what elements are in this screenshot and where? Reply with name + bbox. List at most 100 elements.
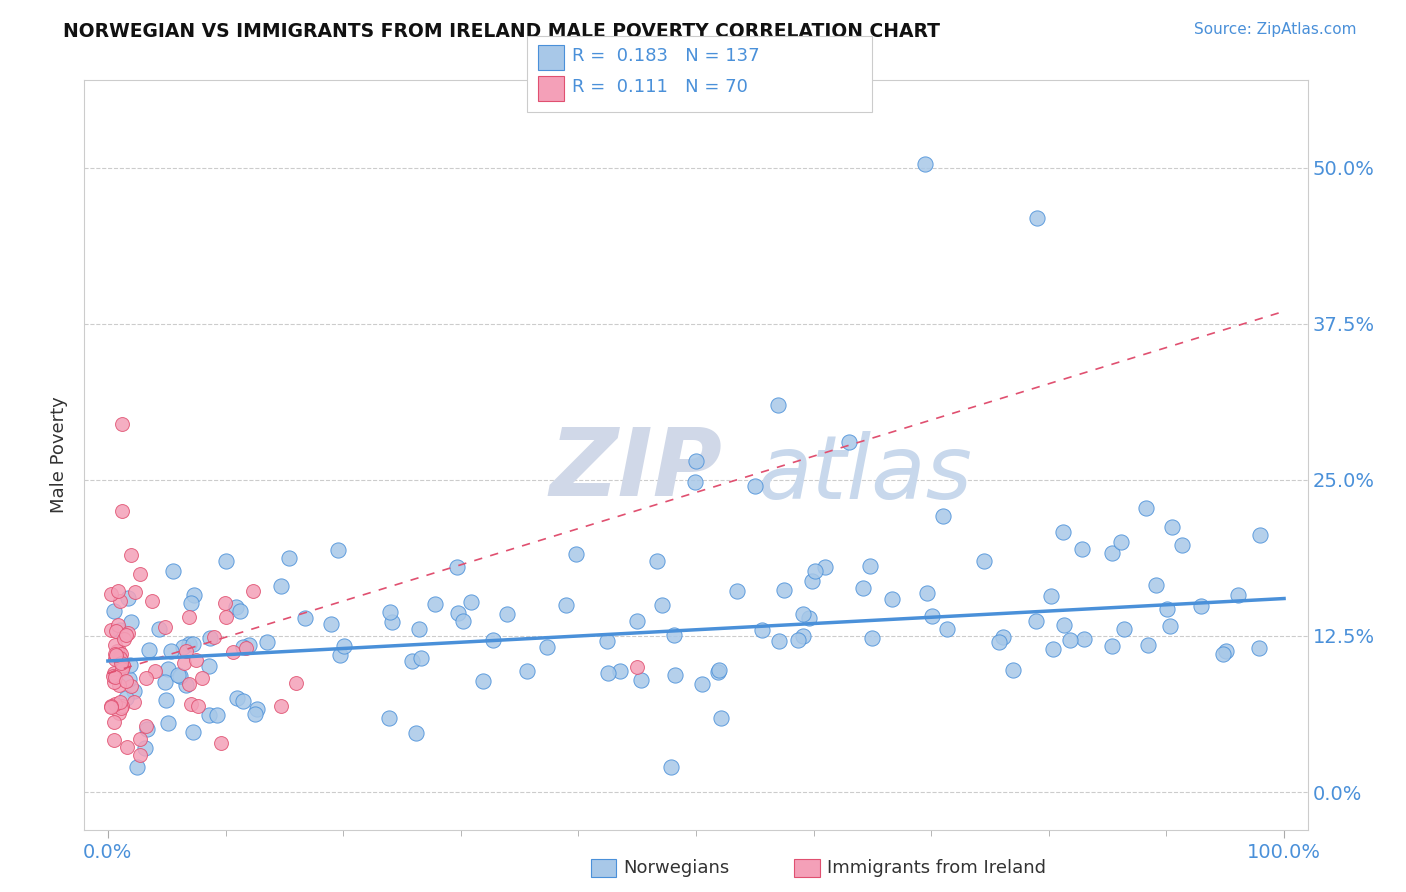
Point xyxy=(120,679,142,693)
Point xyxy=(1159,619,1181,633)
Point xyxy=(685,475,707,489)
Point xyxy=(180,697,202,711)
Point xyxy=(107,618,129,632)
Point xyxy=(333,639,356,653)
Point xyxy=(270,698,292,713)
Point xyxy=(135,719,157,733)
Point xyxy=(120,548,142,562)
Point xyxy=(111,699,134,714)
Point xyxy=(157,662,180,676)
Point xyxy=(180,596,202,610)
Point xyxy=(659,760,682,774)
Point xyxy=(235,641,257,656)
Point xyxy=(935,622,957,636)
Text: R =  0.111   N = 70: R = 0.111 N = 70 xyxy=(572,78,748,96)
Point xyxy=(238,639,260,653)
Point xyxy=(1026,211,1049,225)
Point xyxy=(1137,638,1160,652)
Point xyxy=(596,634,619,648)
Text: Norwegians: Norwegians xyxy=(623,859,730,877)
Point xyxy=(768,633,790,648)
Point xyxy=(108,594,131,608)
Point xyxy=(797,611,820,625)
Point xyxy=(104,624,127,639)
Point xyxy=(108,651,131,665)
Point xyxy=(141,593,163,607)
Point xyxy=(803,564,825,578)
Point xyxy=(1249,528,1271,542)
Point xyxy=(120,658,142,673)
Point xyxy=(215,554,238,568)
Point xyxy=(685,454,707,468)
Point xyxy=(768,398,790,412)
Point xyxy=(690,676,713,690)
Point xyxy=(294,611,316,625)
Point xyxy=(1101,639,1123,653)
Point xyxy=(630,673,652,688)
Point xyxy=(536,640,558,654)
Point xyxy=(221,645,243,659)
Point xyxy=(405,725,427,739)
Point xyxy=(626,615,648,629)
Point xyxy=(859,558,882,573)
Point xyxy=(118,672,141,686)
Point xyxy=(111,417,134,431)
Point xyxy=(496,607,519,621)
Point xyxy=(664,627,686,641)
Point xyxy=(278,550,301,565)
Point xyxy=(205,707,228,722)
Point xyxy=(707,665,730,680)
Point xyxy=(138,642,160,657)
Point xyxy=(108,695,131,709)
Point xyxy=(162,564,184,578)
Point xyxy=(709,711,731,725)
Point xyxy=(187,699,209,714)
Point xyxy=(105,644,128,658)
Point xyxy=(110,648,132,662)
Point xyxy=(104,697,127,711)
Text: NORWEGIAN VS IMMIGRANTS FROM IRELAND MALE POVERTY CORRELATION CHART: NORWEGIAN VS IMMIGRANTS FROM IRELAND MAL… xyxy=(63,22,941,41)
Point xyxy=(100,587,122,601)
Point xyxy=(145,664,167,678)
Point xyxy=(129,732,152,747)
Point xyxy=(482,632,505,647)
Point xyxy=(111,657,134,672)
Point xyxy=(112,632,135,646)
Point xyxy=(256,634,278,648)
Point xyxy=(160,644,183,658)
Point xyxy=(202,630,225,644)
Point xyxy=(1156,602,1178,616)
Point xyxy=(242,583,264,598)
Point xyxy=(1215,643,1237,657)
Point xyxy=(122,684,145,698)
Point xyxy=(284,675,307,690)
Point xyxy=(104,670,127,684)
Point xyxy=(103,733,125,747)
Point xyxy=(108,623,131,637)
Point xyxy=(787,633,810,648)
Text: Source: ZipAtlas.com: Source: ZipAtlas.com xyxy=(1194,22,1357,37)
Point xyxy=(111,504,134,518)
Point xyxy=(232,694,254,708)
Point xyxy=(134,740,156,755)
Point xyxy=(115,674,138,689)
Point xyxy=(134,672,156,686)
Point xyxy=(153,675,176,690)
Point xyxy=(1025,614,1047,628)
Point xyxy=(1059,633,1081,648)
Point xyxy=(973,554,995,568)
Point xyxy=(148,622,170,636)
Point xyxy=(229,603,252,617)
Point xyxy=(565,547,588,561)
Text: R =  0.183   N = 137: R = 0.183 N = 137 xyxy=(572,47,759,65)
Point xyxy=(174,677,197,691)
Point xyxy=(326,543,349,558)
Point xyxy=(107,583,129,598)
Point xyxy=(882,592,904,607)
Point xyxy=(1189,599,1212,613)
Point xyxy=(447,607,470,621)
Point xyxy=(1135,500,1157,515)
Point xyxy=(108,706,131,720)
Point xyxy=(987,634,1010,648)
Point xyxy=(860,631,883,645)
